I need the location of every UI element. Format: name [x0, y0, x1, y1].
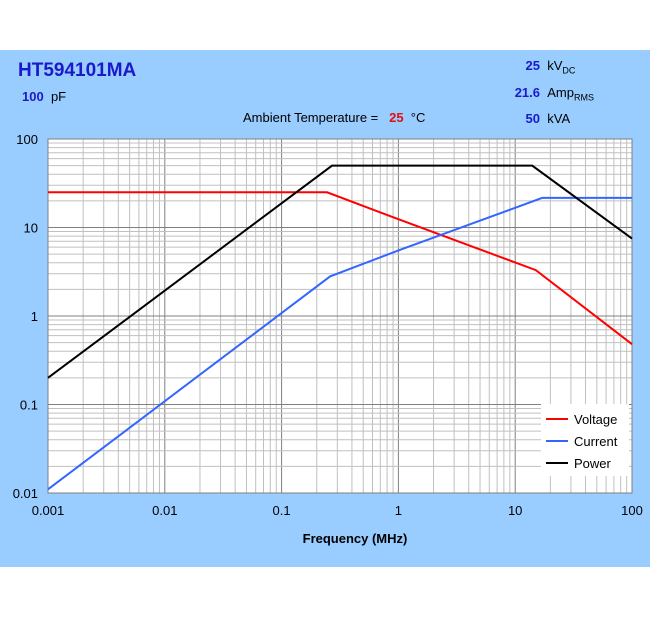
- x-tick-label: 0.1: [273, 503, 291, 518]
- y-tick-label: 0.1: [20, 398, 38, 413]
- y-tick-label: 100: [16, 132, 38, 147]
- y-tick-label: 10: [24, 221, 38, 236]
- series-line-voltage: [48, 191, 633, 346]
- series-line-power: [47, 164, 633, 379]
- y-tick-label: 1: [31, 309, 38, 324]
- y-tick-label: 0.01: [13, 486, 38, 501]
- rating-voltage: 25 kVDC: [525, 58, 576, 76]
- part-number: HT594101MA: [18, 60, 137, 81]
- x-tick-label: 0.01: [152, 503, 177, 518]
- series-line-current: [47, 196, 632, 491]
- x-tick-label: 1: [395, 503, 402, 518]
- legend-label-voltage: Voltage: [574, 412, 617, 427]
- capacitance: 100 pF: [22, 89, 66, 104]
- x-tick-label: 10: [508, 503, 522, 518]
- capacitance-value: 100: [22, 89, 44, 104]
- x-tick-label: 0.001: [32, 503, 65, 518]
- ambient-value: 25: [389, 110, 404, 125]
- ratings: 25 kVDC 21.6 AmpRMS 50 kVA: [490, 55, 594, 130]
- x-tick-label: 100: [621, 503, 643, 518]
- rating-current: 21.6 AmpRMS: [514, 84, 594, 103]
- rating-power: 50 kVA: [525, 111, 571, 127]
- legend-label-power: Power: [574, 456, 612, 471]
- plot-border: [47, 138, 633, 494]
- x-axis-label: Frequency (MHz): [303, 531, 408, 546]
- capacitance-unit: pF: [50, 89, 67, 104]
- ambient-temperature: Ambient Temperature = 25 °C: [243, 110, 426, 125]
- legend-label-current: Current: [574, 434, 618, 449]
